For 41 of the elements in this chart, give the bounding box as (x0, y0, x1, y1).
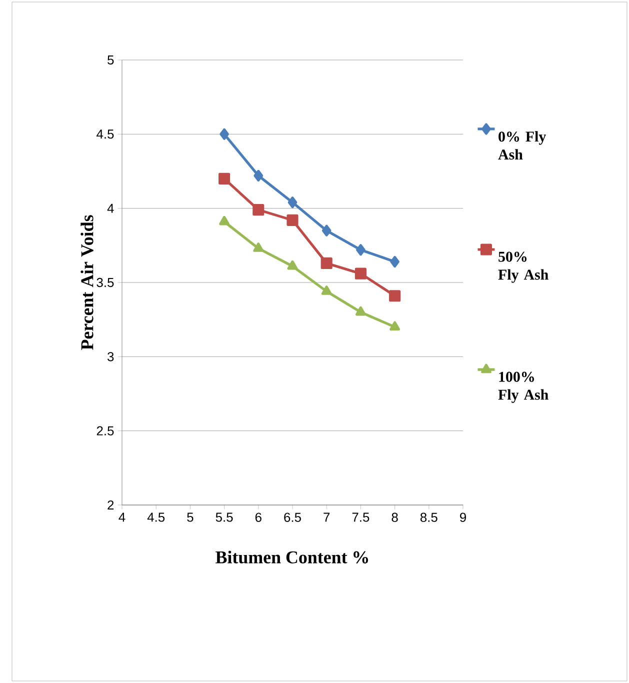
x-tick-label: 4.5 (147, 512, 165, 522)
point (321, 286, 332, 295)
y-tick-label: 2 (108, 500, 114, 510)
x-tick-label: 9 (460, 512, 466, 522)
legend-label: 50% Fly Ash (498, 252, 548, 283)
legend-label: 100% Fly Ash (498, 372, 548, 403)
point (322, 224, 332, 236)
point (356, 306, 366, 316)
x-tick-label: 8 (392, 512, 398, 522)
x-axis-title: Bitumen Content % (216, 550, 368, 564)
x-tick-label: 4 (118, 512, 126, 522)
point (254, 170, 264, 182)
point (356, 244, 366, 256)
y-axis-title: Percent Air Voids (80, 215, 94, 350)
point (287, 260, 298, 270)
x-tick-label: 6.5 (284, 512, 301, 522)
point (390, 256, 400, 268)
x-tick-label: 8.5 (420, 512, 438, 522)
point (218, 172, 230, 184)
point (389, 290, 401, 302)
point (320, 257, 332, 269)
point (354, 268, 366, 280)
x-tick-label: 6 (255, 512, 262, 522)
y-tick-label: 3 (108, 352, 114, 362)
x-tick-label: 5.5 (216, 512, 233, 522)
x-tick-label: 5 (187, 512, 194, 522)
point (286, 214, 298, 226)
legend-label: 0% Fly Ash (498, 131, 546, 160)
point (252, 204, 264, 216)
x-tick-label: 7 (324, 512, 330, 522)
point (219, 216, 230, 226)
point (288, 196, 298, 208)
point (390, 321, 400, 331)
y-tick-label: 2.5 (96, 426, 114, 436)
y-tick-label: 3.5 (96, 278, 114, 288)
y-tick-label: 5 (108, 55, 114, 65)
point (253, 242, 264, 252)
point (220, 128, 229, 140)
y-tick-label: 4 (107, 204, 114, 213)
y-tick-label: 4.5 (96, 130, 114, 139)
x-tick-label: 7.5 (352, 512, 370, 522)
